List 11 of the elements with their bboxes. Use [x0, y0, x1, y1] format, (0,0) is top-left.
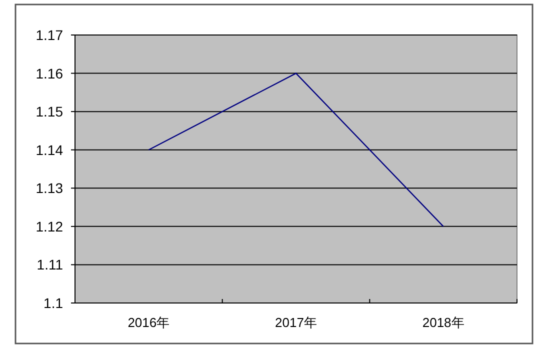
x-tick-label: 2018年 — [422, 315, 464, 330]
x-tick-label: 2017年 — [275, 315, 317, 330]
y-tick-label: 1.1 — [44, 295, 64, 311]
y-tick-label: 1.17 — [36, 27, 64, 43]
y-tick-label: 1.14 — [36, 142, 64, 158]
y-tick-label: 1.12 — [36, 218, 64, 234]
x-tick-label: 2016年 — [128, 315, 170, 330]
y-tick-label: 1.15 — [36, 104, 64, 120]
y-tick-label: 1.16 — [36, 65, 64, 82]
y-tick-label: 1.11 — [36, 256, 64, 273]
y-tick-label: 1.13 — [36, 180, 64, 196]
